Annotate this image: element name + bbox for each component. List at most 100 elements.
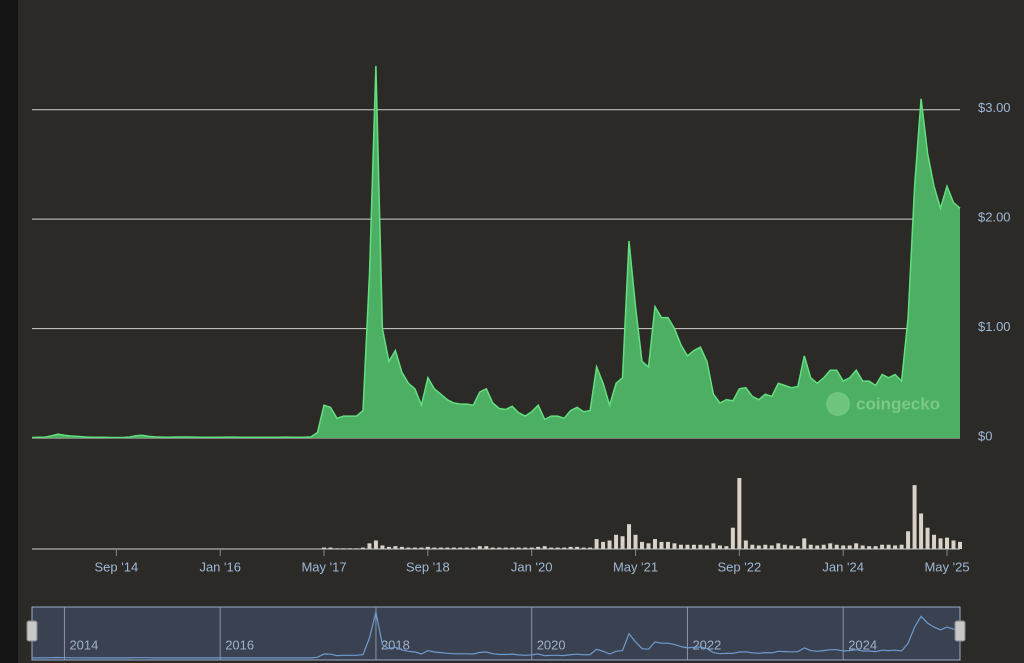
volume-bar <box>490 547 495 549</box>
navigator: 2014 2016 2018 2020 2022 2024 <box>26 606 966 661</box>
volume-bar <box>860 545 865 549</box>
volume-bar <box>399 546 404 549</box>
volume-bar <box>510 547 515 549</box>
volume-bar <box>724 546 729 549</box>
x-tick-label: May '17 <box>301 559 346 574</box>
volume-bar <box>620 536 625 549</box>
navigator-tick-label: 2022 <box>692 637 721 652</box>
volume-bar <box>691 544 696 549</box>
volume-bar <box>652 539 657 549</box>
volume-bar <box>756 545 761 549</box>
watermark-icon <box>826 392 850 416</box>
navigator-handle[interactable] <box>954 620 966 642</box>
navigator-handle[interactable] <box>26 620 38 642</box>
volume-bar <box>906 531 911 549</box>
volume-bar <box>834 544 839 549</box>
volume-bar <box>614 534 619 549</box>
volume-bar <box>458 547 463 549</box>
volume-bar <box>581 547 586 549</box>
navigator-line <box>32 612 961 659</box>
x-tick-label: Jan '24 <box>822 559 864 574</box>
volume-bar <box>497 547 502 549</box>
volume-bar <box>438 547 443 549</box>
x-tick-label: May '21 <box>613 559 658 574</box>
volume-bar <box>542 546 547 549</box>
volume-bar <box>893 545 898 549</box>
volume-bar <box>425 546 430 549</box>
volume-bar <box>367 543 372 549</box>
volume-bar <box>516 547 521 549</box>
volume-bar <box>717 545 722 549</box>
volume-bar <box>659 541 664 549</box>
volume-bar <box>419 547 424 549</box>
volume-bar <box>730 527 735 549</box>
volume-bar <box>484 546 489 549</box>
volume-bar <box>665 541 670 549</box>
volume-bar <box>555 547 560 549</box>
volume-bar <box>393 546 398 549</box>
volume-bar <box>471 547 476 549</box>
volume-bar <box>451 547 456 549</box>
volume-bar <box>607 540 612 549</box>
volume-bar <box>938 538 943 549</box>
volume-bar <box>821 544 826 549</box>
volume-bar <box>737 478 742 549</box>
volume-bar <box>575 546 580 549</box>
volume-bar <box>412 547 417 549</box>
volume-bar <box>945 537 950 549</box>
volume-bar <box>951 540 956 549</box>
navigator-tick-label: 2020 <box>537 637 566 652</box>
volume-bar <box>640 541 645 549</box>
navigator-tick-label: 2024 <box>848 637 877 652</box>
volume-bar <box>588 547 593 549</box>
volume-bar <box>698 544 703 549</box>
volume-bar <box>503 547 508 549</box>
x-tick-label: May '25 <box>924 559 969 574</box>
volume-bar <box>769 545 774 549</box>
watermark: coingecko <box>826 392 940 416</box>
volume-bar <box>464 547 469 549</box>
volume-bar <box>873 546 878 549</box>
volume-bar <box>750 544 755 549</box>
watermark-text: coingecko <box>856 394 940 413</box>
volume-bar <box>646 543 651 549</box>
volume-bar <box>373 540 378 549</box>
volume-bar <box>360 547 365 549</box>
volume-bar <box>678 544 683 549</box>
volume-bar <box>808 544 813 549</box>
volume-bar <box>854 543 859 549</box>
volume-bar <box>328 547 333 549</box>
volume-bar <box>847 545 852 549</box>
navigator-tick-label: 2016 <box>225 637 254 652</box>
x-tick-label: Jan '16 <box>199 559 241 574</box>
volume-bar <box>782 544 787 549</box>
x-tick-label: Sep '14 <box>95 559 139 574</box>
navigator-window <box>31 606 961 661</box>
navigator-tick-label: 2014 <box>69 637 98 652</box>
volume-bar <box>932 534 937 549</box>
volume-bar <box>380 545 385 549</box>
y-tick-label: $1.00 <box>978 319 1011 334</box>
side-strip <box>0 0 18 663</box>
volume-bar <box>549 547 554 549</box>
volume-bar <box>445 547 450 549</box>
volume-bar <box>672 543 677 549</box>
volume-bar <box>432 547 437 549</box>
volume-bar <box>685 544 690 549</box>
price-area <box>32 65 960 439</box>
volume-bar <box>886 544 891 549</box>
x-tick-label: Sep '22 <box>718 559 762 574</box>
y-tick-label: $0 <box>978 428 992 443</box>
volume-bar <box>477 546 482 549</box>
volume-bar <box>815 545 820 549</box>
volume-bar <box>386 546 391 549</box>
volume-bar <box>523 547 528 549</box>
volume-bar <box>743 540 748 549</box>
volume-bar <box>789 545 794 549</box>
x-tick-label: Sep '18 <box>406 559 450 574</box>
volume-bar <box>704 545 709 549</box>
volume-bar <box>925 527 930 549</box>
volume-bar <box>776 543 781 549</box>
volume-bar <box>841 545 846 549</box>
